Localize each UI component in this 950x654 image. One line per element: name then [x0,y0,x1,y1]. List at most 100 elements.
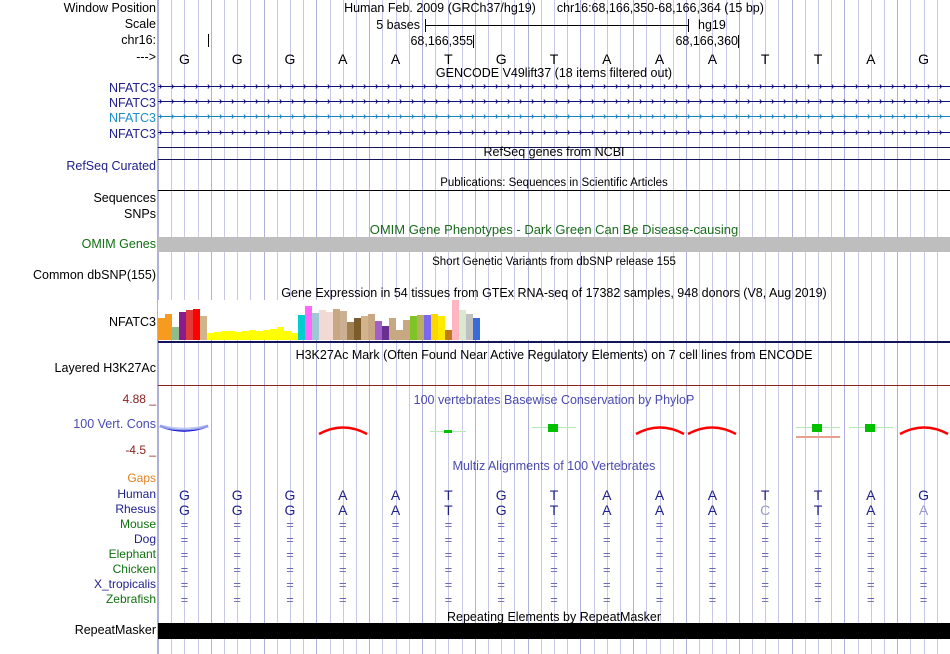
phylop-track-title[interactable]: 100 vertebrates Basewise Conservation by… [413,393,695,407]
gtex-tissue-bar[interactable] [305,306,312,340]
omim-gene-block[interactable] [158,237,950,252]
gtex-tissue-bar[interactable] [165,314,172,340]
gtex-tissue-bar[interactable] [256,331,263,340]
gtex-tissue-bar[interactable] [200,316,207,340]
gtex-tissue-bar[interactable] [431,314,438,340]
label-omim-genes[interactable]: OMIM Genes [81,237,156,251]
alignment-row-xtrop[interactable]: = = = = = = = = = = = = = = = [158,577,950,593]
gtex-tissue-bar[interactable] [319,310,326,340]
gtex-tissue-bar[interactable] [354,318,361,340]
gtex-tissue-bar[interactable] [221,331,228,340]
gtex-tissue-bar[interactable] [228,331,235,340]
gtex-tissue-bar[interactable] [389,318,396,340]
alignment-row-zebrafish[interactable]: = = = = = = = = = = = = = = = [158,592,950,608]
gtex-expression-barchart[interactable] [158,300,558,340]
label-100-vert-cons[interactable]: 100 Vert. Cons [73,417,156,431]
label-species-dog[interactable]: Dog [133,532,156,546]
gtex-tissue-bar[interactable] [417,315,424,340]
strand-arrow-icon: › [195,111,199,122]
alignment-row-elephant[interactable]: = = = = = = = = = = = = = = = [158,547,950,563]
gtex-tissue-bar[interactable] [452,300,459,340]
gtex-tissue-bar[interactable] [326,312,333,340]
label-gene-nfatc3-4[interactable]: NFATC3 [109,127,156,141]
gtex-tissue-bar[interactable] [466,314,473,340]
gtex-track-title[interactable]: Gene Expression in 54 tissues from GTEx … [281,286,827,300]
gtex-tissue-bar[interactable] [235,332,242,340]
gtex-tissue-bar[interactable] [312,313,319,340]
gtex-tissue-bar[interactable] [382,326,389,340]
strand-arrow-icon: › [795,111,799,122]
publications-track-title[interactable]: Publications: Sequences in Scientific Ar… [440,177,668,189]
gtex-tissue-bar[interactable] [424,315,431,340]
label-refseq-curated[interactable]: RefSeq Curated [66,159,156,173]
gene-row-nfatc3-2[interactable]: › › › › › › › › › › › › › › › › › › › › › › › › › › › › › › › › › › › › › › › ›… [158,96,950,107]
gencode-track-title[interactable]: GENCODE V49lift37 (18 items filtered out… [435,66,673,80]
gtex-tissue-bar[interactable] [242,331,249,340]
label-gene-nfatc3-1[interactable]: NFATC3 [109,81,156,95]
gtex-tissue-bar[interactable] [158,318,165,340]
gene-row-nfatc3-4[interactable]: › › › › › › › › › › › › › › › › › › › › › › › › › › › › › › › › › › › › › › › ›… [158,127,950,138]
label-common-dbsnp[interactable]: Common dbSNP(155) [33,268,156,282]
label-gene-nfatc3-2[interactable]: NFATC3 [109,96,156,110]
label-layered-h3k27ac[interactable]: Layered H3K27Ac [54,361,156,375]
label-species-zebrafish[interactable]: Zebrafish [105,592,156,606]
gtex-tissue-bar[interactable] [193,309,200,340]
gtex-tissue-bar[interactable] [277,327,284,340]
strand-arrow-icon: › [507,96,511,107]
gap-glyph: = [761,562,769,577]
gtex-tissue-bar[interactable] [438,316,445,340]
gtex-tissue-bar[interactable] [186,310,193,340]
label-species-rhesus[interactable]: Rhesus [115,502,156,516]
label-gene-nfatc3-3[interactable]: NFATC3 [109,111,156,125]
gtex-tissue-bar[interactable] [207,333,214,340]
label-species-elephant[interactable]: Elephant [108,547,156,561]
gtex-tissue-bar[interactable] [459,310,466,340]
gtex-tissue-bar[interactable] [368,314,375,340]
strand-arrow-icon: › [387,127,391,138]
gtex-tissue-bar[interactable] [340,311,347,340]
label-sequences[interactable]: Sequences [93,191,156,205]
gtex-tissue-bar[interactable] [375,321,382,340]
gtex-tissue-bar[interactable] [291,333,298,340]
repeatmasker-block[interactable] [158,623,950,639]
gtex-tissue-bar[interactable] [249,330,256,340]
label-species-human[interactable]: Human [117,487,156,501]
gtex-tissue-bar[interactable] [284,331,291,340]
gtex-tissue-bar[interactable] [179,312,186,340]
repeatmasker-track-title[interactable]: Repeating Elements by RepeatMasker [446,610,661,624]
alignment-row-chicken[interactable]: = = = = = = = = = = = = = = = [158,562,950,578]
window-position-text: Human Feb. 2009 (GRCh37/hg19) chr16:68,1… [158,1,950,15]
label-species-chicken[interactable]: Chicken [112,562,156,576]
omim-track-title[interactable]: OMIM Gene Phenotypes - Dark Green Can Be… [369,222,739,237]
gtex-tissue-bar[interactable] [270,329,277,340]
gtex-tissue-bar[interactable] [263,330,270,340]
gtex-tissue-bar[interactable] [298,315,305,340]
gtex-tissue-bar[interactable] [403,320,410,340]
gtex-tissue-bar[interactable] [361,316,368,340]
gtex-tissue-bar[interactable] [396,330,403,340]
gene-row-nfatc3-3[interactable]: › › › › › › › › › › › › › › › › › › › › › › › › › › › › › › › › › › › › › › › ›… [158,111,950,122]
label-gtex-nfatc3[interactable]: NFATC3 [109,315,156,329]
h3k27ac-track-title[interactable]: H3K27Ac Mark (Often Found Near Active Re… [295,348,813,362]
alignment-row-mouse[interactable]: = = = = = = = = = = = = = = = [158,517,950,533]
label-snps[interactable]: SNPs [124,207,156,221]
multiz-track-title[interactable]: Multiz Alignments of 100 Vertebrates [452,459,656,473]
gene-row-nfatc3-1[interactable]: › › › › › › › › › › › › › › › › › › › › › › › › › › › › › › › › › › › › › › › ›… [158,81,950,92]
gtex-tissue-bar[interactable] [473,318,480,340]
refseq-track-title[interactable]: RefSeq genes from NCBI [483,145,625,159]
gtex-tissue-bar[interactable] [410,316,417,340]
gtex-tissue-bar[interactable] [172,327,179,340]
alignment-row-dog[interactable]: = = = = = = = = = = = = = = = [158,532,950,548]
gtex-tissue-bar[interactable] [333,309,340,340]
dbsnp-track-title[interactable]: Short Genetic Variants from dbSNP releas… [432,256,676,268]
gtex-tissue-bar[interactable] [347,322,354,340]
gtex-tissue-bar[interactable] [445,330,452,340]
phylop-conservation-plot[interactable] [158,404,950,454]
label-species-mouse[interactable]: Mouse [119,517,156,531]
strand-arrow-icon: › [543,81,547,92]
label-repeatmasker[interactable]: RepeatMasker [74,623,156,637]
gtex-tissue-bar[interactable] [214,332,221,340]
label-species-xtropicalis[interactable]: X_tropicalis [93,577,156,591]
